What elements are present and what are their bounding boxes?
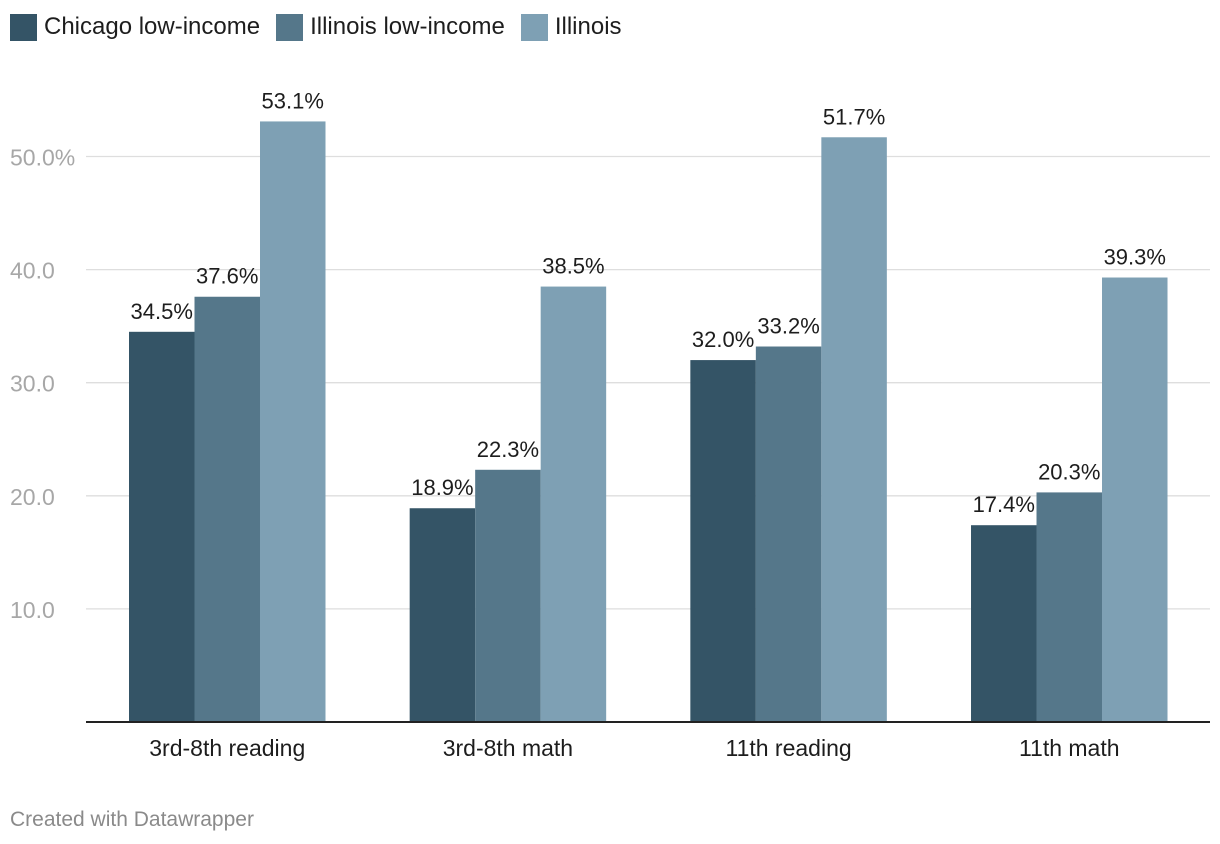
bar: [755, 346, 822, 722]
bar-value-label: 34.5%: [131, 299, 193, 324]
bar: [690, 360, 756, 722]
bar-value-label: 37.6%: [196, 264, 258, 289]
y-tick-label: 20.0: [10, 484, 55, 510]
bar: [475, 469, 541, 722]
y-tick-label: 30.0: [10, 371, 55, 397]
bar: [821, 137, 887, 722]
legend-item-illinois: Illinois: [520, 13, 622, 41]
legend: Chicago low-income Illinois low-income I…: [10, 12, 638, 42]
y-tick-label: 10.0: [10, 597, 55, 623]
footer-credit: Created with Datawrapper: [10, 808, 254, 831]
bar-value-label: 17.4%: [973, 492, 1035, 517]
y-tick-label: 50.0%: [10, 145, 75, 171]
bar-value-label: 18.9%: [411, 475, 473, 500]
legend-item-illinois-low-income: Illinois low-income: [276, 13, 505, 41]
bar-value-label: 22.3%: [477, 437, 539, 462]
bar-value-label: 33.2%: [757, 314, 819, 339]
bar-chart: 10.0 20.0 30.0 40.0 50.0% 34.5% 18.9% 32.0% 17.4…: [10, 88, 1210, 761]
bar-value-label: 51.7%: [823, 104, 885, 129]
bar: [260, 121, 326, 722]
bar: [1102, 277, 1168, 722]
legend-item-chicago-low-income: Chicago low-income: [10, 13, 260, 41]
legend-swatch: [10, 13, 37, 41]
bar: [129, 331, 195, 722]
bar-value-label: 39.3%: [1104, 245, 1166, 270]
y-tick-label: 40.0: [10, 258, 55, 284]
legend-label: Chicago low-income: [44, 13, 261, 40]
bar-value-label: 20.3%: [1038, 459, 1100, 484]
bar: [971, 525, 1037, 722]
legend-label: Illinois low-income: [310, 13, 505, 40]
legend-label: Illinois: [554, 13, 622, 40]
legend-swatch: [520, 13, 548, 41]
bar: [1036, 492, 1103, 722]
bar: [540, 286, 607, 722]
x-tick-label: 3rd-8th math: [443, 735, 573, 761]
bar: [409, 508, 476, 722]
bar-value-label: 38.5%: [542, 254, 604, 279]
x-tick-label: 3rd-8th reading: [149, 735, 305, 761]
legend-swatch: [276, 13, 304, 41]
x-tick-label: 11th math: [1019, 735, 1120, 761]
x-tick-label: 11th reading: [725, 735, 851, 761]
bar: [194, 296, 260, 722]
bar-value-label: 32.0%: [692, 327, 754, 352]
bar-value-label: 53.1%: [262, 88, 324, 113]
